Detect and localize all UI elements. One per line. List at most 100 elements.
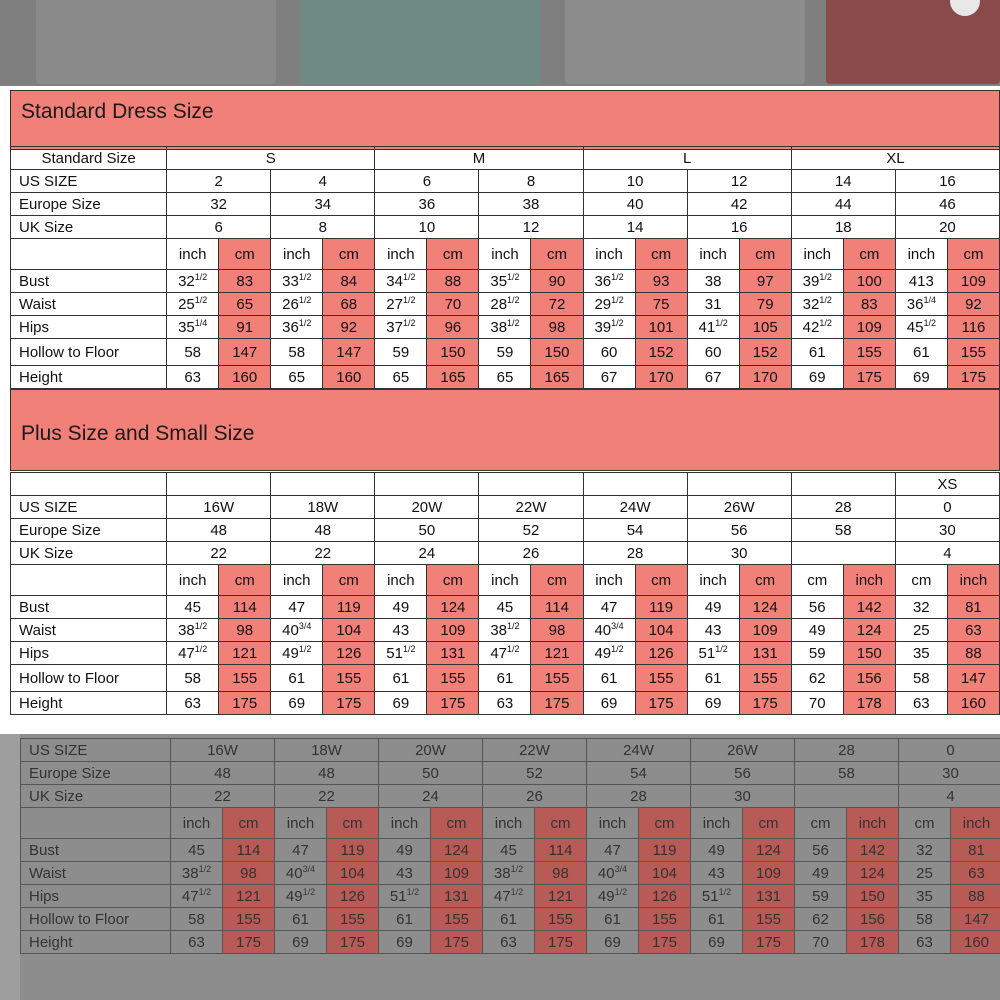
measurement-value: 35	[898, 884, 951, 908]
measurement-value: 351/4	[166, 315, 220, 339]
measurement-value: 175	[322, 691, 376, 715]
size-row: UK Size 22 22 24 26 28 30 4	[9, 541, 1000, 565]
measurement-value: 43	[690, 861, 743, 885]
measurement-value: 61	[270, 664, 324, 692]
measurement-value: 471/2	[478, 641, 532, 665]
size-value: 58	[790, 518, 896, 542]
measurement-label: Hollow to Floor	[20, 907, 171, 931]
measurement-value: 331/2	[270, 269, 324, 293]
measurement-value: 61	[374, 664, 428, 692]
size-value: 38	[478, 192, 584, 216]
measurement-value: 321/2	[166, 269, 220, 293]
thumbnail-image[interactable]	[36, 0, 276, 84]
measurement-value: 65	[270, 365, 324, 389]
measurement-label: Hollow to Floor	[9, 338, 168, 366]
measurement-value: 69	[374, 691, 428, 715]
unit-label: inch	[586, 807, 639, 839]
close-icon[interactable]	[950, 0, 980, 16]
measurement-value: 105	[738, 315, 792, 339]
size-value: 56	[690, 761, 795, 785]
measurement-value: 381/2	[166, 618, 220, 642]
unit-label: cm	[634, 564, 688, 596]
measurement-value: 150	[426, 338, 480, 366]
measurement-value: 131	[738, 641, 792, 665]
measurement-value: 60	[582, 338, 636, 366]
measurement-value: 61	[586, 907, 639, 931]
size-chart-sheet: Standard Dress Size Standard Size S M L XL US…	[0, 86, 1000, 734]
size-row: UK Size 6 8 10 12 14 16 18 20	[9, 215, 1000, 239]
measurement-row: Hollow to Floor 58 155 61 155 61 155 61 155 61 155…	[20, 907, 1000, 931]
measurement-value: 155	[946, 338, 1000, 366]
measurement-value: 155	[218, 664, 272, 692]
measurement-value: 114	[534, 838, 587, 862]
size-value: 46	[894, 192, 1000, 216]
unit-label: cm	[322, 564, 376, 596]
unit-label: cm	[898, 807, 951, 839]
measurement-value: 341/2	[374, 269, 428, 293]
unit-label: inch	[374, 564, 428, 596]
size-row: US SIZE 2 4 6 8 10 12 14 16	[9, 169, 1000, 193]
unit-label: cm	[894, 564, 948, 596]
measurement-value: 178	[846, 930, 899, 954]
size-value: 48	[170, 761, 275, 785]
size-value: 2	[166, 169, 272, 193]
measurement-value: 38	[686, 269, 740, 293]
measurement-value: 25	[898, 861, 951, 885]
measurement-value: 124	[430, 838, 483, 862]
measurement-value: 119	[322, 595, 376, 619]
size-value: 32	[166, 192, 272, 216]
measurement-value: 65	[478, 365, 532, 389]
measurement-value: 391/2	[790, 269, 844, 293]
measurement-value: 59	[790, 641, 844, 665]
measurement-value: 69	[790, 365, 844, 389]
measurement-value: 47	[582, 595, 636, 619]
unit-label: cm	[218, 238, 272, 270]
measurement-value: 90	[530, 269, 584, 293]
size-value: 18W	[274, 738, 379, 762]
unit-label: cm	[738, 564, 792, 596]
measurement-value: 81	[950, 838, 1000, 862]
measurement-value: 361/2	[270, 315, 324, 339]
measurement-value: 61	[274, 907, 327, 931]
size-value: 20	[894, 215, 1000, 239]
size-value: 8	[478, 169, 584, 193]
size-row: Europe Size 48 48 50 52 54 56 58 30	[20, 761, 1000, 785]
standard-size-title: Standard Dress Size	[21, 100, 214, 123]
measurement-value: 61	[894, 338, 948, 366]
measurement-value: 150	[842, 641, 896, 665]
thumbnail-image[interactable]	[565, 0, 805, 84]
measurement-value: 49	[794, 861, 847, 885]
size-value: 6	[374, 169, 480, 193]
measurement-value: 361/4	[894, 292, 948, 316]
size-value: 26	[478, 541, 584, 565]
unit-label: inch	[582, 238, 636, 270]
unit-label: inch	[478, 564, 532, 596]
measurement-value: 403/4	[586, 861, 639, 885]
row-label: Europe Size	[20, 761, 171, 785]
thumbnail-image[interactable]	[300, 0, 540, 84]
measurement-value: 47	[270, 595, 324, 619]
unit-label: cm	[326, 807, 379, 839]
blank-cell	[686, 472, 792, 496]
measurement-row: Waist 251/2 65 261/2 68 271/2 70 281/2 72 291/2 75…	[9, 292, 1000, 316]
unit-row: inch cm inch cm inch cm inch cm inch cm inch cm cm in…	[9, 564, 1000, 596]
measurement-value: 67	[582, 365, 636, 389]
measurement-value: 421/2	[790, 315, 844, 339]
measurement-value: 121	[222, 884, 275, 908]
measurement-value: 88	[946, 641, 1000, 665]
measurement-value: 511/2	[374, 641, 428, 665]
row-label: US SIZE	[9, 495, 168, 519]
measurement-value: 59	[794, 884, 847, 908]
measurement-value: 109	[738, 618, 792, 642]
measurement-value: 170	[634, 365, 688, 389]
size-value: 4	[270, 169, 376, 193]
measurement-value: 61	[378, 907, 431, 931]
measurement-value: 72	[530, 292, 584, 316]
measurement-label: Height	[9, 365, 168, 389]
measurement-value: 471/2	[170, 884, 223, 908]
measurement-value: 131	[742, 884, 795, 908]
measurement-value: 155	[742, 907, 795, 931]
unit-label: inch	[894, 238, 948, 270]
measurement-value: 152	[738, 338, 792, 366]
measurement-value: 62	[790, 664, 844, 692]
